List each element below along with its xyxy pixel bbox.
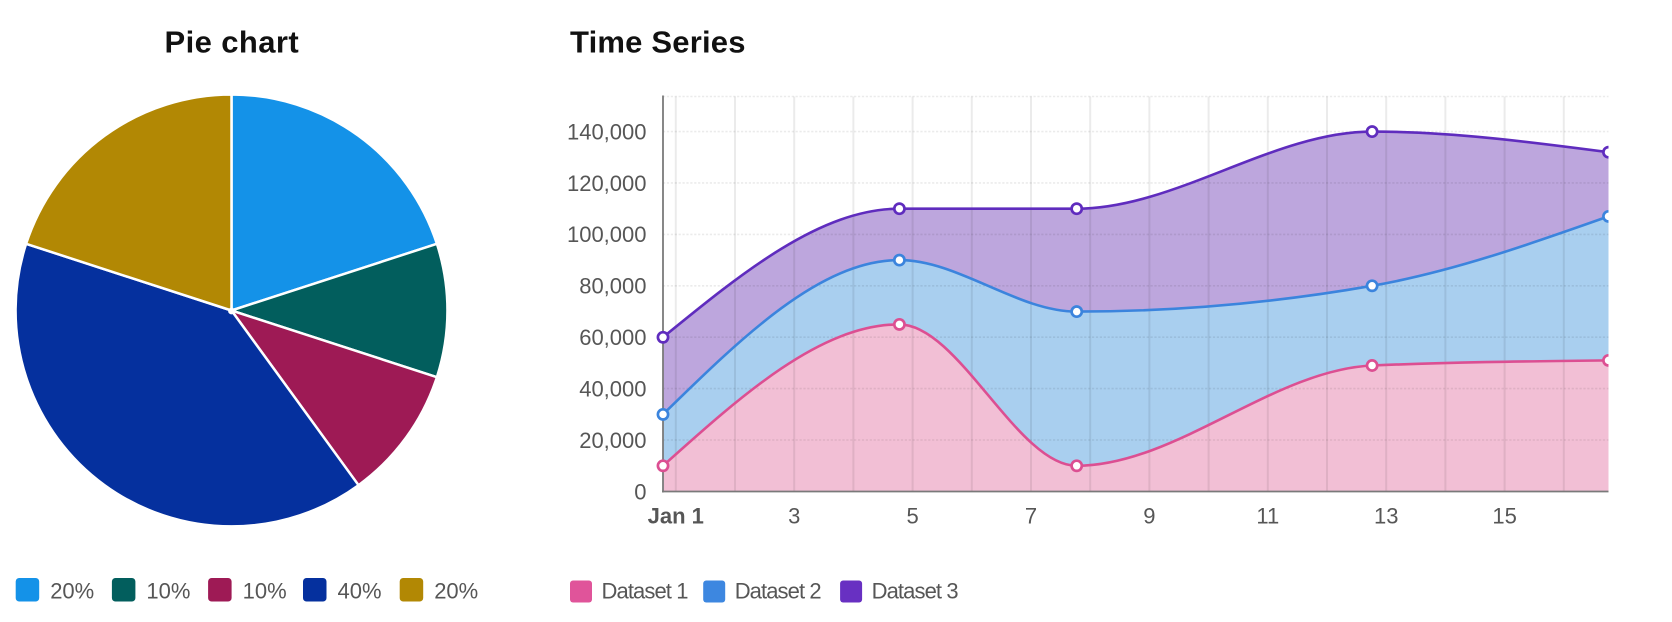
svg-text:80,000: 80,000	[579, 274, 646, 299]
svg-text:140,000: 140,000	[567, 119, 647, 144]
svg-text:20,000: 20,000	[579, 428, 646, 453]
svg-text:Dataset 3: Dataset 3	[872, 579, 959, 604]
svg-text:10%: 10%	[243, 579, 287, 604]
svg-text:10%: 10%	[146, 579, 190, 604]
svg-text:20%: 20%	[50, 579, 94, 604]
svg-text:Dataset 2: Dataset 2	[735, 579, 822, 604]
svg-text:0: 0	[634, 479, 646, 504]
svg-text:120,000: 120,000	[567, 171, 647, 196]
svg-text:15: 15	[1492, 504, 1516, 529]
svg-text:40,000: 40,000	[579, 377, 646, 402]
svg-text:5: 5	[906, 504, 918, 529]
svg-text:Jan 1: Jan 1	[648, 504, 704, 529]
svg-text:Time Series: Time Series	[570, 25, 746, 60]
svg-text:Dataset 1: Dataset 1	[602, 579, 689, 604]
svg-text:20%: 20%	[434, 579, 478, 604]
svg-text:3: 3	[788, 504, 800, 529]
svg-text:9: 9	[1143, 504, 1155, 529]
svg-text:13: 13	[1374, 504, 1398, 529]
svg-text:11: 11	[1256, 504, 1279, 529]
svg-text:40%: 40%	[338, 579, 382, 604]
svg-text:Pie chart: Pie chart	[165, 25, 300, 60]
svg-text:7: 7	[1025, 504, 1037, 529]
svg-text:100,000: 100,000	[567, 222, 647, 247]
svg-text:60,000: 60,000	[579, 325, 646, 350]
